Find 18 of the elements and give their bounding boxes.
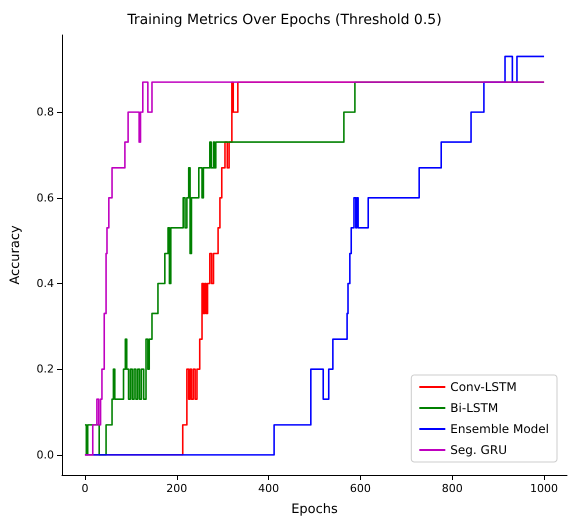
y-tick-label: 0.8 bbox=[36, 106, 54, 119]
legend-label: Conv-LSTM bbox=[450, 380, 517, 394]
y-tick-label: 0.0 bbox=[36, 448, 54, 462]
x-tick-label: 600 bbox=[350, 482, 371, 495]
legend-label: Bi-LSTM bbox=[450, 401, 498, 415]
legend-label: Seg. GRU bbox=[450, 443, 507, 457]
legend-label: Ensemble Model bbox=[450, 422, 550, 436]
y-tick-label: 0.4 bbox=[36, 276, 54, 290]
x-tick-label: 400 bbox=[258, 482, 280, 495]
x-tick-label: 0 bbox=[81, 482, 88, 495]
y-tick-label: 0.2 bbox=[36, 362, 54, 376]
x-tick-label: 200 bbox=[166, 482, 188, 495]
x-tick-label: 1000 bbox=[530, 482, 558, 495]
y-tick-label: 0.6 bbox=[36, 191, 54, 204]
chart-title: Training Metrics Over Epochs (Threshold 0.5) bbox=[126, 12, 442, 28]
x-axis-title: Epochs bbox=[291, 502, 338, 517]
y-axis-title: Accuracy bbox=[8, 225, 23, 285]
x-tick-label: 800 bbox=[442, 482, 463, 495]
